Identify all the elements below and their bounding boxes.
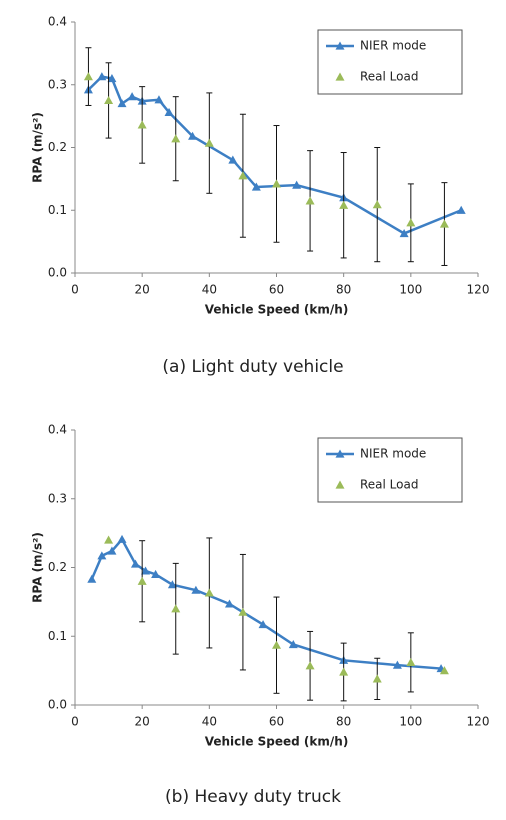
legend-label: Real Load bbox=[360, 70, 418, 84]
marker bbox=[191, 585, 201, 594]
y-axis-label: RPA (m/s²) bbox=[31, 532, 45, 603]
marker bbox=[228, 155, 238, 164]
marker bbox=[137, 120, 147, 129]
x-tick-label: 60 bbox=[269, 715, 284, 729]
marker bbox=[167, 580, 177, 589]
y-tick-label: 0.2 bbox=[48, 140, 67, 154]
marker bbox=[97, 551, 107, 560]
y-tick-label: 0.1 bbox=[48, 629, 67, 643]
marker bbox=[97, 72, 107, 81]
y-axis-label: RPA (m/s²) bbox=[31, 112, 45, 183]
x-tick-label: 80 bbox=[336, 283, 351, 297]
marker bbox=[107, 73, 117, 83]
marker bbox=[224, 599, 234, 608]
legend-label: NIER mode bbox=[360, 447, 426, 461]
marker bbox=[238, 607, 248, 616]
y-tick-label: 0.2 bbox=[48, 560, 67, 574]
x-tick-label: 0 bbox=[71, 715, 79, 729]
x-tick-label: 60 bbox=[269, 283, 284, 297]
series-line bbox=[87, 75, 462, 235]
marker bbox=[258, 620, 268, 629]
marker bbox=[151, 569, 161, 578]
legend-label: NIER mode bbox=[360, 39, 426, 53]
marker bbox=[83, 72, 93, 81]
x-tick-label: 120 bbox=[467, 715, 490, 729]
marker bbox=[288, 640, 298, 649]
y-tick-label: 0.4 bbox=[48, 15, 67, 29]
x-tick-label: 120 bbox=[467, 283, 490, 297]
marker bbox=[117, 99, 127, 108]
marker bbox=[339, 667, 349, 676]
marker bbox=[141, 566, 151, 575]
y-tick-label: 0.0 bbox=[48, 698, 67, 712]
marker bbox=[188, 131, 198, 140]
marker bbox=[238, 171, 248, 180]
x-axis-label: Vehicle Speed (km/h) bbox=[205, 735, 349, 749]
marker bbox=[171, 134, 181, 143]
x-axis-label: Vehicle Speed (km/h) bbox=[205, 303, 349, 317]
marker bbox=[406, 218, 416, 227]
marker bbox=[127, 92, 137, 101]
marker bbox=[107, 546, 117, 555]
marker bbox=[372, 200, 382, 209]
marker bbox=[171, 604, 181, 613]
marker bbox=[305, 196, 315, 205]
legend-marker bbox=[335, 449, 345, 458]
x-tick-label: 40 bbox=[202, 715, 217, 729]
marker bbox=[456, 205, 466, 214]
marker bbox=[204, 138, 214, 147]
marker bbox=[104, 95, 114, 105]
marker bbox=[305, 661, 315, 670]
legend-label: Real Load bbox=[360, 478, 418, 492]
marker bbox=[339, 200, 349, 209]
marker bbox=[439, 666, 449, 675]
marker bbox=[272, 179, 281, 188]
x-tick-label: 80 bbox=[336, 715, 351, 729]
marker bbox=[406, 657, 416, 666]
marker bbox=[392, 660, 402, 669]
marker bbox=[104, 535, 114, 544]
marker bbox=[87, 574, 97, 583]
marker bbox=[164, 107, 174, 116]
marker bbox=[272, 640, 281, 649]
x-tick-label: 40 bbox=[202, 283, 217, 297]
marker bbox=[251, 182, 261, 191]
marker bbox=[137, 576, 147, 585]
y-tick-label: 0.3 bbox=[48, 491, 67, 505]
y-tick-label: 0.1 bbox=[48, 203, 67, 217]
x-tick-label: 100 bbox=[399, 715, 422, 729]
series-line bbox=[90, 537, 442, 670]
marker bbox=[117, 534, 127, 543]
legend-marker bbox=[335, 480, 345, 489]
x-tick-label: 100 bbox=[399, 283, 422, 297]
marker bbox=[292, 180, 302, 189]
marker bbox=[130, 559, 140, 568]
caption: (b) Heavy duty truck bbox=[165, 787, 341, 807]
x-tick-label: 20 bbox=[135, 283, 150, 297]
marker bbox=[439, 219, 449, 228]
legend-marker bbox=[335, 41, 345, 50]
marker bbox=[204, 588, 214, 597]
x-tick-label: 20 bbox=[135, 715, 150, 729]
y-tick-label: 0.0 bbox=[48, 266, 67, 280]
y-tick-label: 0.3 bbox=[48, 77, 67, 91]
legend-marker bbox=[335, 72, 345, 81]
marker bbox=[154, 95, 164, 104]
legend-box bbox=[317, 437, 463, 503]
legend-box bbox=[317, 29, 463, 95]
marker bbox=[372, 674, 382, 683]
y-tick-label: 0.4 bbox=[48, 423, 67, 437]
caption: (a) Light duty vehicle bbox=[162, 357, 343, 377]
marker bbox=[399, 228, 409, 238]
x-tick-label: 0 bbox=[71, 283, 79, 297]
